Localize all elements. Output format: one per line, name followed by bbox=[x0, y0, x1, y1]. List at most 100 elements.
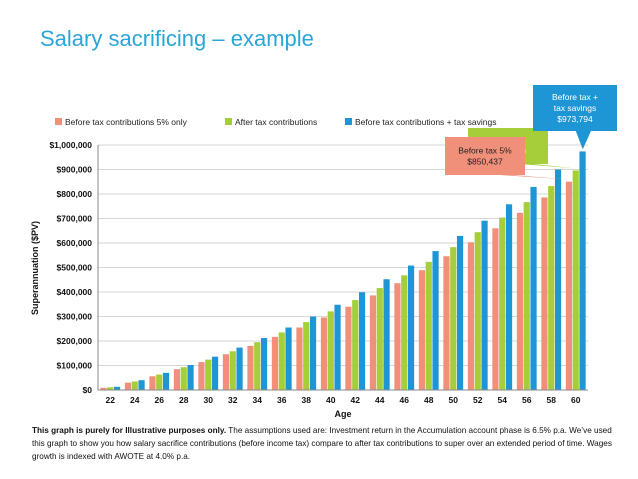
bar-before-tax-plus-50 bbox=[456, 235, 464, 390]
x-axis-ticks: 22 24 26 28 30 32 34 36 38 40 42 44 46 48 50 52 54 56 58 60 bbox=[106, 395, 581, 405]
legend-swatch bbox=[55, 118, 62, 125]
bar-before-tax-5-60 bbox=[565, 181, 573, 390]
before-tax-plus-callout-text: tax savings bbox=[554, 103, 597, 113]
page-title: Salary sacrificing – example bbox=[40, 26, 314, 51]
x-tick-label: 60 bbox=[571, 395, 581, 405]
y-tick-label: $100,000 bbox=[57, 361, 93, 371]
bar-before-tax-5-42 bbox=[345, 306, 352, 390]
y-axis-label: Superannuation ($PV) bbox=[30, 221, 40, 315]
y-tick-label: $200,000 bbox=[57, 336, 93, 346]
bar-after-tax-34 bbox=[254, 342, 261, 390]
bar-before-tax-5-56 bbox=[516, 212, 524, 390]
bar-before-tax-5-22 bbox=[100, 387, 107, 390]
bar-before-tax-plus-58 bbox=[554, 169, 562, 390]
x-tick-label: 22 bbox=[106, 395, 116, 405]
bar-after-tax-56 bbox=[523, 202, 530, 390]
x-tick-label: 54 bbox=[498, 395, 508, 405]
before-tax-plus-callout-text: Before tax + bbox=[552, 92, 598, 102]
bar-after-tax-46 bbox=[401, 275, 408, 390]
x-tick-label: 34 bbox=[253, 395, 263, 405]
x-tick-label: 42 bbox=[351, 395, 361, 405]
bar-after-tax-22 bbox=[107, 387, 114, 390]
bar-before-tax-plus-46 bbox=[407, 265, 415, 390]
bar-before-tax-5-54 bbox=[492, 228, 499, 390]
axes bbox=[97, 145, 588, 391]
x-tick-label: 26 bbox=[155, 395, 165, 405]
bar-before-tax-plus-40 bbox=[334, 304, 341, 390]
legend-label: Before tax contributions + tax savings bbox=[355, 117, 497, 127]
bar-before-tax-5-28 bbox=[173, 369, 181, 390]
bar-before-tax-plus-52 bbox=[481, 220, 488, 390]
legend-swatch bbox=[225, 118, 232, 125]
bar-before-tax-plus-38 bbox=[309, 316, 317, 390]
bar-after-tax-50 bbox=[450, 247, 457, 390]
x-tick-label: 28 bbox=[179, 395, 189, 405]
bar-after-tax-60 bbox=[572, 170, 579, 390]
bar-after-tax-48 bbox=[425, 261, 432, 390]
bar-before-tax-plus-30 bbox=[211, 356, 219, 390]
before-tax-5-callout: Before tax 5%$850,437 bbox=[445, 137, 569, 180]
before-tax-plus-callout-pointer bbox=[575, 130, 592, 150]
bar-before-tax-5-26 bbox=[149, 376, 156, 390]
x-tick-label: 56 bbox=[522, 395, 532, 405]
bar-before-tax-5-46 bbox=[394, 283, 401, 390]
before-tax-5-callout-box bbox=[445, 137, 525, 175]
bar-before-tax-5-58 bbox=[541, 197, 548, 390]
y-tick-label: $1,000,000 bbox=[49, 140, 92, 150]
x-tick-label: 24 bbox=[130, 395, 140, 405]
y-axis-ticks: $0 $100,000 $200,000 $300,000 $400,000 $500,0… bbox=[49, 140, 92, 395]
bar-before-tax-plus-24 bbox=[138, 380, 145, 390]
x-tick-label: 30 bbox=[204, 395, 214, 405]
before-tax-plus-callout-box bbox=[533, 85, 617, 131]
bar-before-tax-plus-42 bbox=[358, 292, 366, 390]
footnote-text: The assumptions used are: Investment ret… bbox=[32, 426, 612, 461]
legend-label: Before tax contributions 5% only bbox=[65, 117, 188, 127]
salary-sacrifice-chart: $0 $100,000 $200,000 $300,000 $400,000 $500,0… bbox=[30, 85, 617, 419]
before-tax-plus-callout: Before tax +tax savings$973,794 bbox=[533, 85, 617, 150]
before-tax-plus-callout-text: $973,794 bbox=[557, 114, 593, 124]
x-axis-label: Age bbox=[334, 409, 351, 419]
bar-before-tax-plus-28 bbox=[187, 365, 194, 390]
x-tick-label: 32 bbox=[228, 395, 238, 405]
bar-before-tax-plus-26 bbox=[162, 372, 170, 390]
y-tick-label: $400,000 bbox=[57, 287, 93, 297]
bar-before-tax-5-50 bbox=[443, 256, 450, 390]
x-tick-label: 38 bbox=[302, 395, 312, 405]
y-tick-label: $900,000 bbox=[57, 165, 93, 175]
bar-before-tax-5-34 bbox=[247, 345, 254, 390]
bar-after-tax-42 bbox=[352, 300, 359, 390]
bar-after-tax-58 bbox=[548, 186, 555, 390]
bar-series bbox=[100, 151, 586, 390]
footnote: This graph is purely for Illustrative pu… bbox=[32, 424, 612, 463]
gridlines bbox=[98, 144, 588, 391]
bar-before-tax-plus-56 bbox=[530, 186, 537, 390]
bar-after-tax-38 bbox=[303, 322, 310, 390]
bar-before-tax-5-30 bbox=[198, 362, 205, 390]
y-tick-label: $600,000 bbox=[57, 238, 93, 248]
bar-before-tax-5-40 bbox=[320, 317, 328, 390]
bar-before-tax-5-36 bbox=[271, 336, 279, 390]
bar-after-tax-30 bbox=[205, 359, 212, 390]
x-tick-label: 58 bbox=[547, 395, 557, 405]
before-tax-5-callout-pointer bbox=[485, 174, 569, 180]
callouts: After tax$896,000Before tax 5%$850,437Be… bbox=[445, 85, 617, 180]
bar-before-tax-5-38 bbox=[296, 327, 303, 390]
bar-after-tax-24 bbox=[131, 381, 138, 390]
x-tick-label: 48 bbox=[424, 395, 434, 405]
bar-before-tax-plus-34 bbox=[260, 338, 268, 390]
x-tick-label: 44 bbox=[375, 395, 385, 405]
bar-before-tax-5-24 bbox=[124, 382, 132, 390]
bar-after-tax-44 bbox=[376, 288, 383, 390]
bar-before-tax-5-32 bbox=[222, 354, 230, 390]
bar-before-tax-plus-60 bbox=[579, 151, 586, 390]
bar-after-tax-32 bbox=[229, 351, 236, 390]
x-tick-label: 52 bbox=[473, 395, 483, 405]
bar-before-tax-plus-36 bbox=[285, 327, 292, 390]
y-tick-label: $700,000 bbox=[57, 214, 93, 224]
bar-before-tax-plus-54 bbox=[505, 204, 513, 390]
x-tick-label: 46 bbox=[400, 395, 410, 405]
bar-after-tax-36 bbox=[278, 332, 285, 390]
before-tax-5-callout-text: $850,437 bbox=[467, 157, 503, 167]
bar-before-tax-plus-32 bbox=[236, 347, 243, 390]
bar-before-tax-plus-22 bbox=[113, 386, 121, 390]
